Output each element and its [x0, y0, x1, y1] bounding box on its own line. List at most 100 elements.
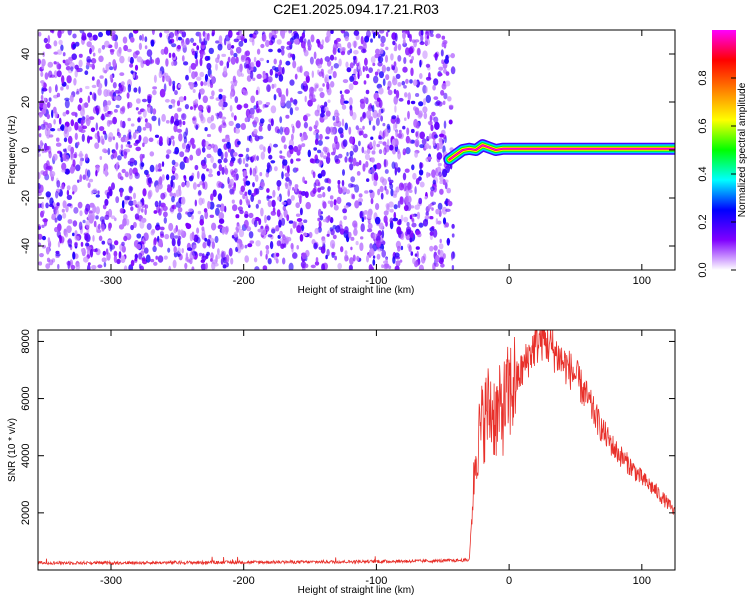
- noise-cell: [141, 33, 144, 42]
- noise-cell: [300, 41, 306, 49]
- noise-cell: [189, 154, 194, 161]
- noise-cell: [183, 61, 189, 66]
- noise-cell: [116, 258, 121, 265]
- noise-cell: [86, 61, 91, 66]
- noise-cell: [359, 70, 362, 77]
- noise-cell: [256, 73, 262, 79]
- noise-cell: [155, 185, 160, 193]
- noise-cell: [236, 223, 241, 231]
- noise-cell: [435, 218, 439, 225]
- noise-cell: [271, 199, 276, 208]
- noise-cell: [273, 83, 277, 88]
- noise-cell: [171, 167, 177, 172]
- noise-cell: [93, 220, 97, 228]
- noise-cell: [235, 56, 239, 64]
- noise-cell: [42, 235, 46, 241]
- noise-cell: [56, 70, 62, 78]
- noise-cell: [144, 204, 149, 209]
- noise-cell: [210, 252, 214, 260]
- noise-cell: [136, 201, 143, 208]
- noise-cell: [439, 238, 442, 244]
- colorbar-ticks: 0.00.20.40.60.8: [697, 70, 736, 278]
- noise-cell: [104, 40, 110, 48]
- noise-cell: [244, 213, 249, 219]
- noise-cell: [79, 97, 83, 104]
- noise-cell: [91, 84, 97, 89]
- noise-cell: [89, 63, 94, 68]
- noise-cell: [48, 259, 54, 266]
- noise-cell: [127, 83, 132, 93]
- noise-cell: [253, 56, 257, 63]
- noise-cell: [260, 151, 265, 160]
- noise-cell: [126, 48, 132, 53]
- noise-cell: [397, 245, 401, 252]
- noise-cell: [443, 41, 447, 49]
- noise-cell: [445, 208, 451, 212]
- noise-cell: [199, 57, 203, 67]
- noise-cell: [249, 107, 255, 115]
- noise-cell: [441, 83, 447, 90]
- noise-cell: [149, 123, 152, 132]
- noise-cell: [353, 223, 358, 230]
- noise-cell: [184, 148, 189, 153]
- noise-cell: [425, 94, 431, 104]
- noise-cell: [355, 240, 359, 246]
- noise-cell: [349, 62, 354, 69]
- noise-cell: [243, 103, 249, 109]
- noise-cell: [86, 135, 91, 144]
- noise-cell: [328, 75, 332, 80]
- noise-cell: [135, 130, 139, 135]
- noise-cell: [325, 110, 331, 117]
- noise-cell: [273, 143, 278, 148]
- noise-cell: [218, 125, 222, 132]
- noise-cell: [297, 90, 303, 95]
- noise-cell: [139, 220, 145, 229]
- noise-cell: [278, 219, 282, 228]
- noise-cell: [189, 82, 194, 90]
- noise-cell: [161, 161, 165, 168]
- noise-cell: [415, 121, 420, 128]
- noise-cell: [378, 136, 383, 140]
- noise-cell: [309, 56, 314, 65]
- colorbar-label: Normalized spectral amplitude: [737, 82, 748, 217]
- noise-cell: [54, 111, 58, 119]
- noise-cell: [94, 132, 100, 140]
- noise-cell: [319, 151, 324, 158]
- x-tick-label: 0: [506, 575, 512, 587]
- noise-cell: [119, 72, 125, 76]
- noise-cell: [348, 126, 352, 135]
- noise-cell: [332, 47, 337, 55]
- noise-cell: [118, 251, 122, 259]
- noise-cell: [43, 97, 47, 102]
- noise-cell: [186, 157, 190, 164]
- noise-cell: [389, 183, 394, 190]
- noise-cell: [158, 70, 163, 79]
- noise-cell: [419, 162, 423, 170]
- noise-cell: [73, 207, 79, 214]
- noise-cell: [218, 182, 224, 188]
- noise-cell: [231, 45, 235, 49]
- noise-cell: [236, 68, 243, 77]
- noise-cell: [295, 202, 301, 209]
- noise-cell: [72, 232, 75, 237]
- noise-cell: [285, 100, 292, 109]
- noise-cell: [256, 48, 261, 55]
- noise-cell: [121, 168, 126, 174]
- noise-cell: [208, 234, 212, 239]
- noise-cell: [288, 220, 294, 224]
- noise-cell: [440, 49, 444, 57]
- noise-cell: [392, 217, 399, 222]
- noise-cell: [398, 182, 404, 191]
- noise-cell: [94, 142, 100, 149]
- noise-cell: [97, 47, 102, 54]
- noise-cell: [271, 228, 276, 234]
- noise-cell: [302, 30, 306, 35]
- noise-cell: [38, 113, 43, 118]
- noise-cell: [197, 104, 204, 112]
- noise-cell: [250, 137, 253, 144]
- noise-cell: [162, 75, 165, 83]
- noise-cell: [431, 111, 436, 117]
- noise-cell: [233, 38, 239, 43]
- noise-cell: [136, 98, 141, 104]
- noise-cell: [184, 104, 189, 110]
